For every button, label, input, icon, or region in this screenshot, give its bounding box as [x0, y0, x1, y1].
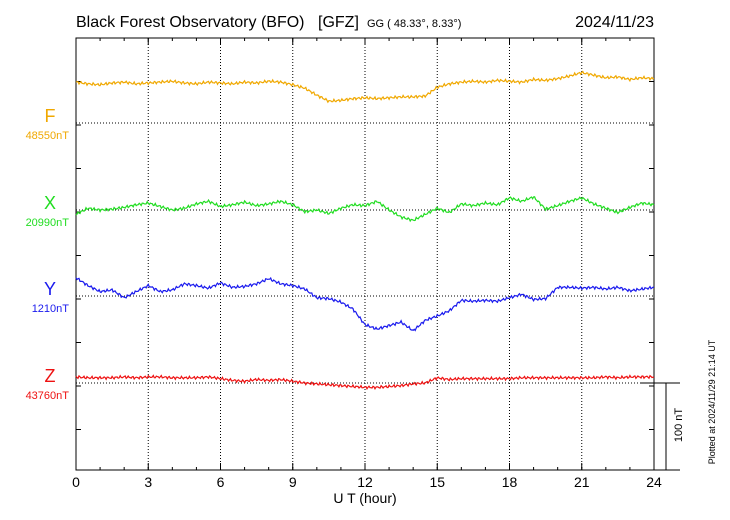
series-line-Z: [75, 374, 655, 391]
x-tick-label-9: 9: [289, 474, 297, 490]
scale-bar-label: 100 nT: [673, 408, 685, 443]
series-line-Y: [75, 276, 655, 332]
institute-label: [GFZ]: [318, 14, 359, 31]
series-line-F: [75, 70, 655, 104]
series-name-Y: Y: [44, 279, 56, 299]
x-tick-label-6: 6: [217, 474, 225, 490]
x-tick-label-24: 24: [646, 474, 662, 490]
series-baseline-X: 20990nT: [26, 217, 70, 229]
series-name-F: F: [45, 106, 56, 126]
chart-title: Black Forest Observatory (BFO): [76, 14, 305, 31]
x-tick-label-15: 15: [429, 474, 445, 490]
date-label: 2024/11/23: [575, 14, 654, 31]
grid-lines: [147, 38, 583, 470]
x-axis-ticks: 0 3 6 9 12 15 18 21 24: [72, 37, 662, 490]
series-line-X: [75, 196, 655, 223]
series-labels: F 48550nT X 20990nT Y 1210nT Z 43760nT: [26, 106, 70, 402]
x-tick-label-12: 12: [357, 474, 373, 490]
series-baseline-Y: 1210nT: [32, 303, 70, 315]
series-baseline-Z: 43760nT: [26, 390, 70, 402]
series-baseline-F: 48550nT: [26, 130, 70, 142]
x-tick-label-3: 3: [144, 474, 152, 490]
x-axis-label: U T (hour): [333, 490, 396, 506]
series-group: [75, 70, 655, 391]
x-tick-label-21: 21: [574, 474, 590, 490]
series-name-Z: Z: [45, 366, 56, 386]
coordinates-label: GG ( 48.33°, 8.33°): [367, 18, 461, 30]
x-tick-label-18: 18: [502, 474, 518, 490]
x-tick-label-0: 0: [72, 474, 80, 490]
plotted-timestamp: Plotted at 2024/11/29 21:14 UT: [707, 339, 717, 464]
series-name-X: X: [44, 193, 56, 213]
